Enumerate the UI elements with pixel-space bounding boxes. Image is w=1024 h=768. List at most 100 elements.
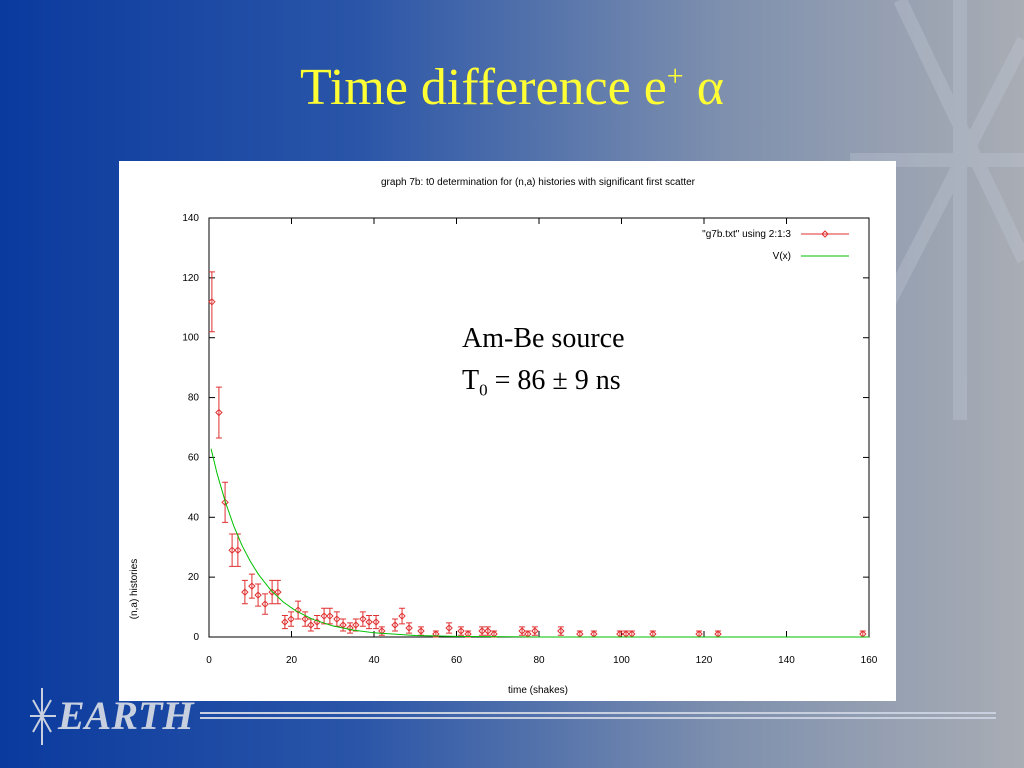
annotation: Am-Be source T0 = 86 ± 9 ns (462, 318, 625, 412)
data-point (531, 627, 539, 635)
error-bar (491, 630, 498, 638)
x-tick-label: 40 (368, 655, 380, 666)
x-tick-label: 80 (533, 655, 545, 666)
data-point (221, 498, 229, 507)
y-axis-label: (n,a) histories (129, 559, 140, 620)
error-bar (333, 611, 340, 627)
error-bar (340, 618, 347, 632)
y-tick-label: 40 (188, 512, 200, 523)
error-bar (859, 630, 866, 638)
error-bar (649, 630, 656, 638)
y-tick-label: 0 (193, 632, 199, 643)
x-tick-label: 60 (451, 655, 463, 666)
data-point (333, 615, 341, 623)
data-point (215, 408, 223, 417)
data-point (208, 298, 216, 306)
data-point (445, 624, 453, 632)
error-bar (373, 614, 380, 630)
error-bar (248, 573, 255, 599)
data-point (352, 621, 360, 629)
x-axis-label: time (shakes) (508, 685, 568, 696)
data-point (398, 612, 406, 620)
data-point (484, 627, 492, 635)
data-point (254, 591, 262, 599)
data-point (359, 615, 367, 623)
data-point (241, 588, 249, 596)
error-bar (215, 386, 222, 439)
legend-label: "g7b.txt" using 2:1:3 (702, 229, 791, 240)
data-point (378, 627, 386, 635)
data-point (326, 612, 334, 620)
error-bar (307, 618, 314, 632)
data-point (294, 606, 302, 614)
data-point (391, 621, 399, 629)
data-point (307, 621, 315, 629)
error-bar (366, 614, 373, 630)
error-bar (524, 630, 531, 638)
error-bar (234, 533, 241, 567)
y-tick-label: 140 (182, 213, 199, 224)
data-point (372, 618, 380, 626)
error-bar (576, 630, 583, 638)
error-bar (241, 579, 248, 605)
x-tick-label: 140 (778, 655, 795, 666)
data-point (464, 630, 472, 638)
plot-frame (208, 217, 870, 638)
y-tick-label: 120 (182, 273, 199, 284)
annotation-line: Am-Be source (462, 323, 625, 354)
error-bar (399, 607, 406, 625)
data-point (405, 624, 413, 632)
data-point (248, 582, 256, 590)
error-bar (715, 630, 722, 638)
error-bar (392, 618, 399, 632)
error-bar (262, 593, 269, 615)
x-tick-label: 0 (206, 655, 212, 666)
x-tick-label: 120 (696, 655, 713, 666)
chart-title: graph 7b: t0 determination for (n,a) his… (381, 177, 696, 188)
data-point (261, 600, 269, 608)
data-point (346, 624, 354, 632)
error-bar (281, 614, 288, 630)
data-point (518, 627, 526, 635)
data-point (432, 630, 440, 638)
x-tick-label: 100 (613, 655, 630, 666)
y-tick-label: 60 (188, 452, 200, 463)
data-point (268, 588, 276, 596)
y-tick-label: 100 (182, 333, 199, 344)
x-tick-label: 160 (861, 655, 878, 666)
data-point (301, 615, 309, 623)
error-bar (255, 583, 262, 607)
error-bar (359, 611, 366, 627)
chart: graph 7b: t0 determination for (n,a) his… (119, 161, 896, 701)
error-bar (288, 611, 295, 627)
data-point (274, 588, 282, 596)
legend-label: V(x) (773, 251, 791, 262)
data-point (557, 627, 565, 635)
data-point (234, 546, 242, 554)
error-bar (590, 630, 597, 638)
y-tick-label: 80 (188, 393, 200, 404)
data-point (457, 627, 465, 635)
error-bar (274, 579, 281, 605)
data-point (478, 627, 486, 635)
error-bar (352, 618, 359, 632)
error-bar (302, 611, 309, 627)
data-point (228, 546, 236, 554)
data-point (320, 612, 328, 620)
data-point (417, 627, 425, 635)
data-point (365, 618, 373, 626)
error-bar (229, 533, 236, 567)
error-bar (696, 630, 703, 638)
data-point (281, 618, 289, 626)
error-bar (295, 600, 302, 620)
data-point (287, 615, 295, 623)
error-bar (208, 271, 215, 333)
fit-line (210, 448, 869, 638)
x-tick-label: 20 (286, 655, 298, 666)
y-tick-label: 20 (188, 572, 200, 583)
legend-swatch (821, 230, 829, 238)
error-bar (314, 614, 321, 630)
annotation-line: T0 = 86 ± 9 ns (462, 365, 621, 400)
